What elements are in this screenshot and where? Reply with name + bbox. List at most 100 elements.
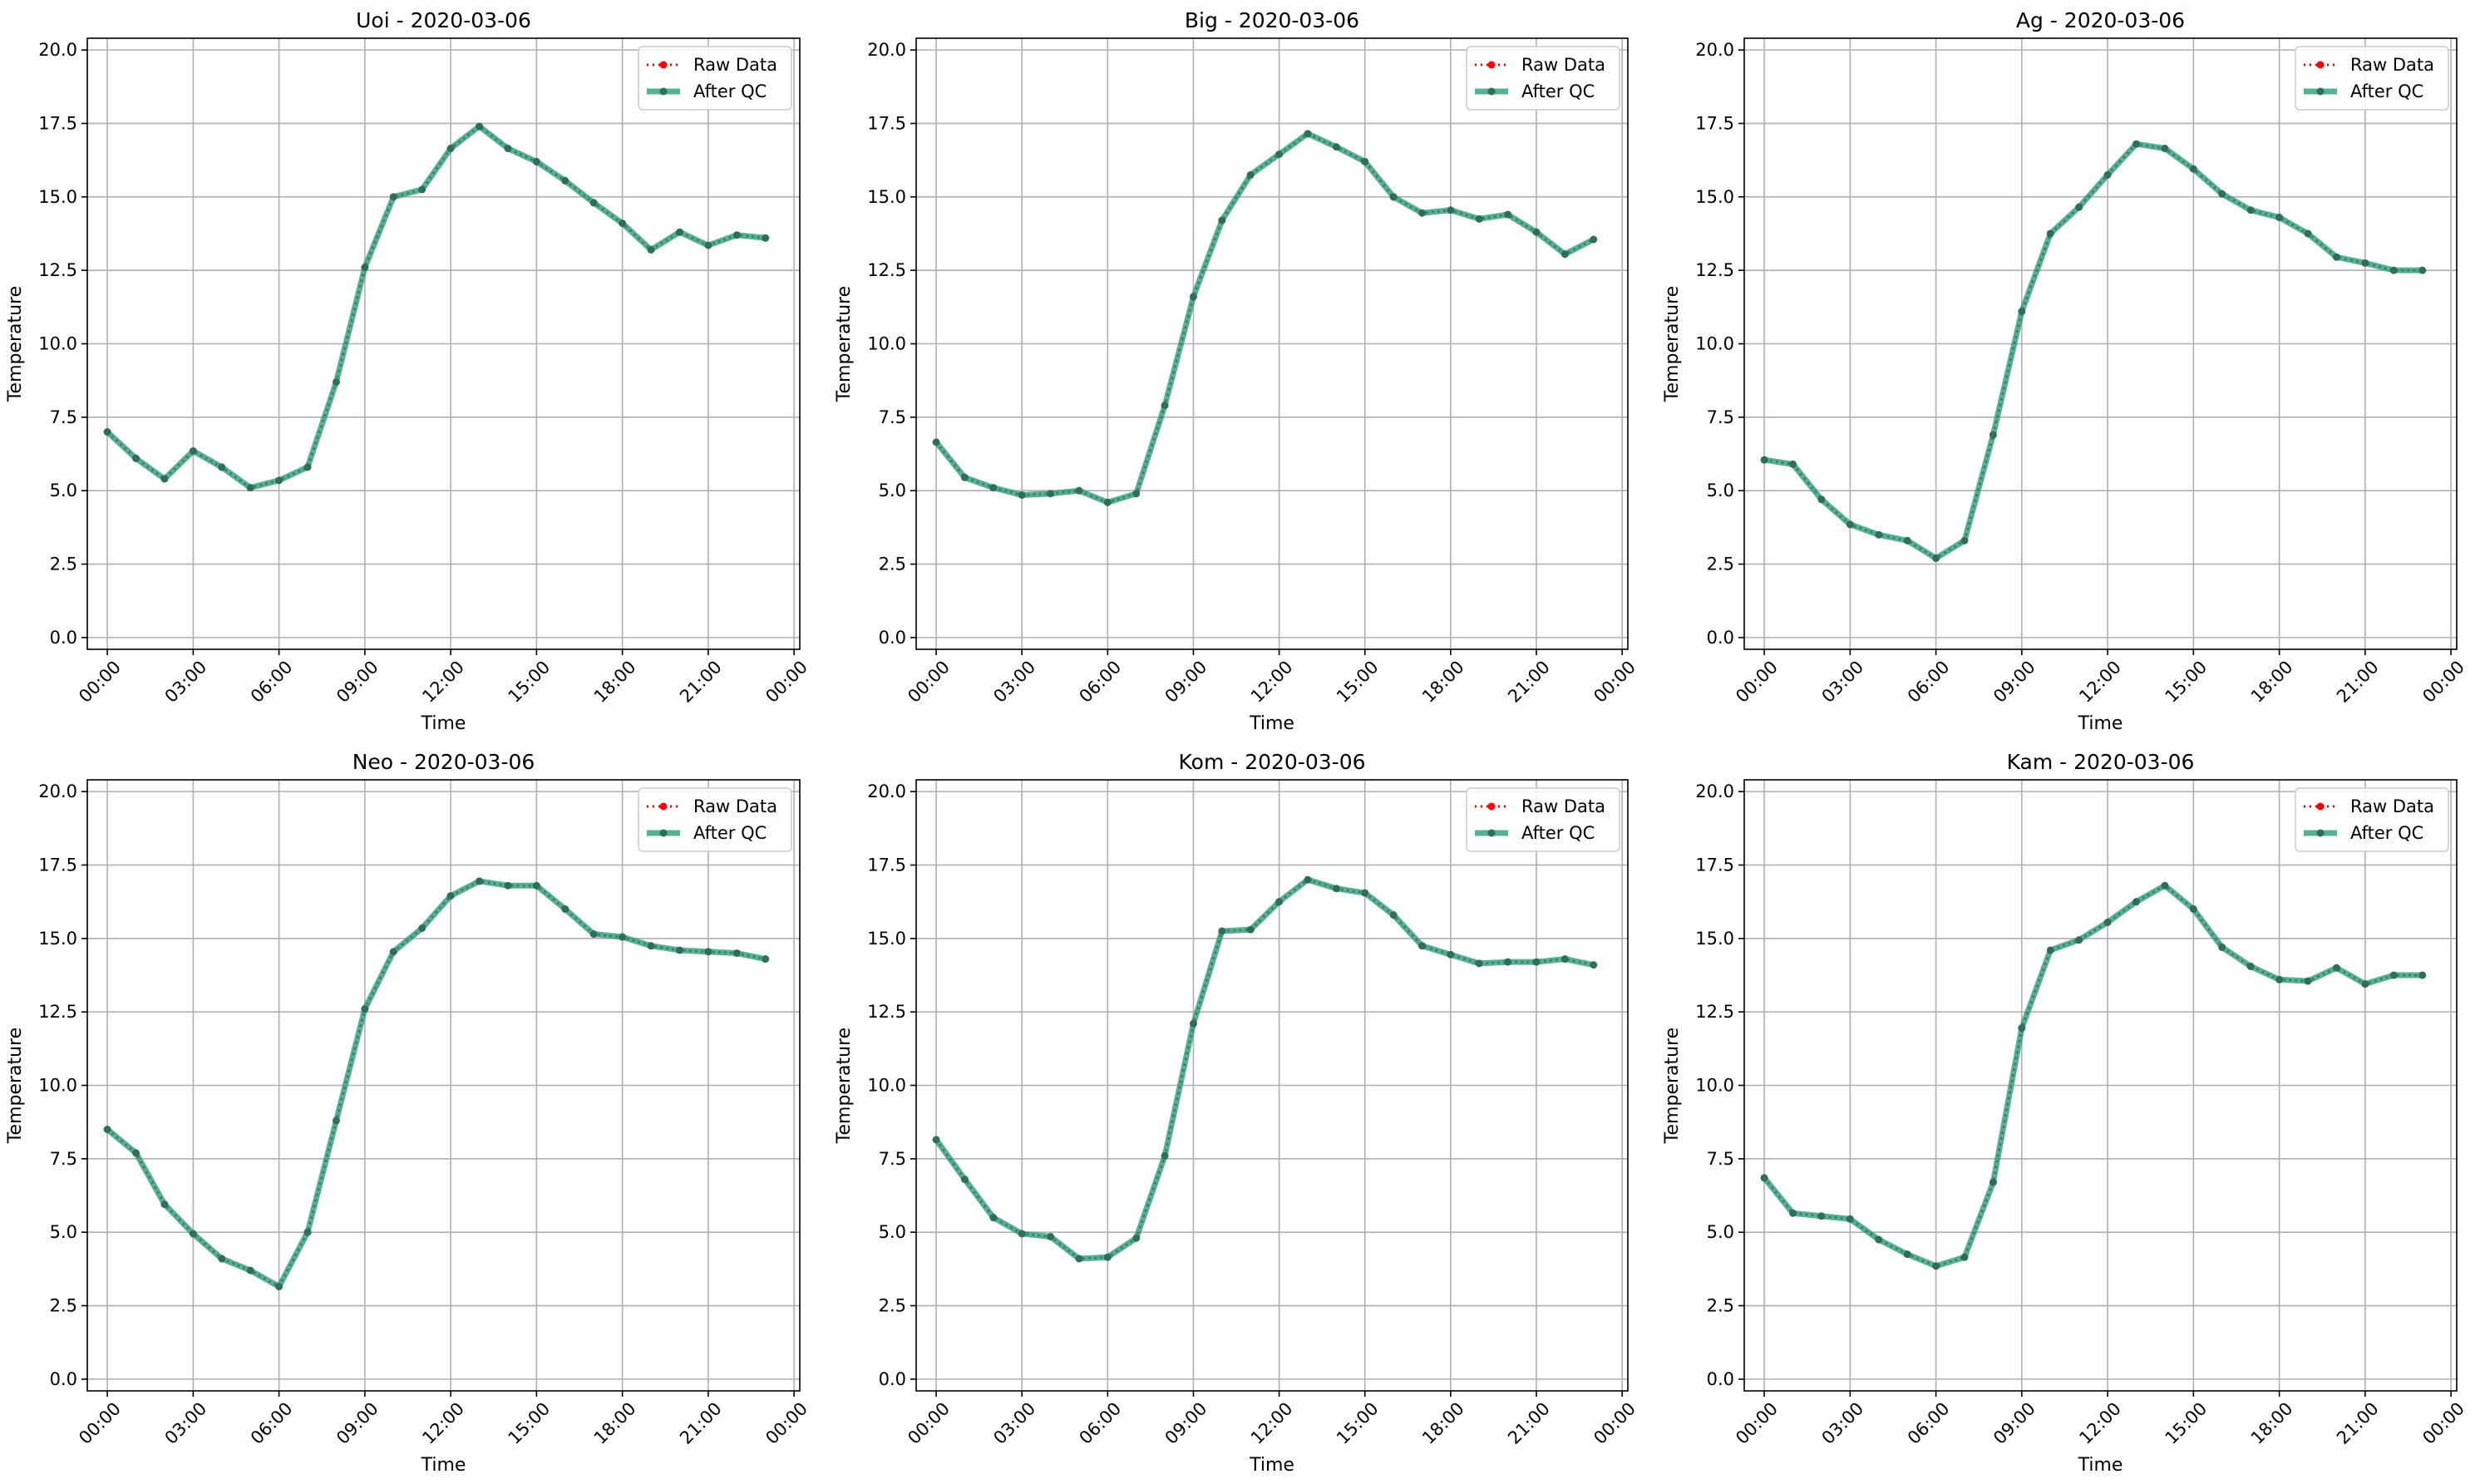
axes-frame <box>915 779 1629 1392</box>
legend: Raw Data After QC <box>638 787 792 852</box>
after-qc-point <box>1189 293 1197 301</box>
y-tick-label: 10.0 <box>1695 1076 1734 1096</box>
legend: Raw Data After QC <box>2295 46 2449 111</box>
legend-raw-label: Raw Data <box>2350 55 2434 75</box>
y-tick-label: 12.5 <box>867 260 906 280</box>
legend-qc-marker <box>2316 829 2325 837</box>
after-qc-point <box>504 881 512 890</box>
y-tick-label: 10.0 <box>38 1076 77 1096</box>
x-tick-label: 18:00 <box>1418 1398 1468 1448</box>
x-tick-label: 03:00 <box>161 1398 211 1448</box>
after-qc-point <box>2246 206 2255 214</box>
after-qc-point <box>1560 955 1569 964</box>
x-tick-label: 00:00 <box>1732 1398 1782 1448</box>
after-qc-point <box>2246 962 2255 970</box>
y-tick-label: 10.0 <box>1695 334 1734 354</box>
legend: Raw Data After QC <box>2295 787 2449 852</box>
y-tick-label: 15.0 <box>867 929 906 949</box>
legend-qc-marker <box>659 87 668 96</box>
y-tick-label: 5.0 <box>1707 481 1734 500</box>
x-tick-label: 21:00 <box>2333 1398 2383 1448</box>
axes-frame <box>915 37 1629 650</box>
x-tick-label: 06:00 <box>247 1398 297 1448</box>
x-tick-label: 00:00 <box>75 1398 125 1448</box>
after-qc-point <box>476 877 484 885</box>
y-tick-label: 20.0 <box>1695 781 1734 801</box>
x-tick-label: 00:00 <box>762 657 811 707</box>
legend-raw-label: Raw Data <box>693 796 777 816</box>
after-qc-overlay <box>1763 143 2423 560</box>
y-tick-label: 5.0 <box>1707 1222 1734 1242</box>
legend-raw-marker <box>2316 61 2325 69</box>
x-tick-label: 00:00 <box>1732 657 1782 707</box>
x-tick-label: 18:00 <box>590 1398 640 1448</box>
x-tick-label: 03:00 <box>1818 657 1868 707</box>
y-tick-label: 17.5 <box>38 855 77 875</box>
subplot: 00:00 03:00 06:00 09:00 12:00 15:00 18:00 21:00… <box>1662 8 2468 734</box>
x-tick-label: 15:00 <box>1333 1398 1383 1448</box>
chart-title: Uoi - 2020-03-06 <box>356 8 531 32</box>
y-tick-label: 7.5 <box>50 407 77 427</box>
legend-raw-marker <box>659 61 668 69</box>
after-qc-point <box>2418 266 2427 274</box>
legend-raw-label: Raw Data <box>693 55 777 75</box>
y-tick-label: 20.0 <box>867 40 906 60</box>
legend-qc-label: After QC <box>693 823 767 843</box>
y-tick-label: 12.5 <box>1695 1002 1734 1022</box>
y-tick-label: 2.5 <box>50 555 77 574</box>
subplot: 00:00 03:00 06:00 09:00 12:00 15:00 18:00 21:00… <box>1662 750 2468 1476</box>
after-qc-point <box>189 446 197 455</box>
after-qc-point <box>1304 130 1312 138</box>
x-tick-label: 21:00 <box>676 657 726 707</box>
x-axis-label: Time <box>2078 1455 2123 1476</box>
after-qc-point <box>1903 536 1911 545</box>
y-tick-label: 5.0 <box>50 481 77 500</box>
y-tick-label: 17.5 <box>867 113 906 133</box>
x-tick-label: 12:00 <box>418 657 468 707</box>
y-tick-label: 10.0 <box>38 334 77 354</box>
x-axis-label: Time <box>421 713 466 734</box>
subplot: 00:00 03:00 06:00 09:00 12:00 15:00 18:00 21:00… <box>834 750 1639 1476</box>
y-tick-label: 0.0 <box>879 1369 906 1389</box>
x-tick-label: 12:00 <box>418 1398 468 1448</box>
raw-data-line <box>106 880 767 1289</box>
x-tick-label: 18:00 <box>2247 1398 2297 1448</box>
x-tick-label: 03:00 <box>989 1398 1039 1448</box>
y-tick-label: 15.0 <box>1695 187 1734 207</box>
y-tick-label: 5.0 <box>879 481 906 500</box>
chart-title: Kam - 2020-03-06 <box>2007 750 2195 774</box>
y-tick-label: 20.0 <box>38 40 77 60</box>
axes-frame <box>1743 779 2458 1392</box>
x-tick-label: 15:00 <box>2162 1398 2211 1448</box>
raw-data-line <box>934 878 1595 1260</box>
axes-frame <box>86 37 801 650</box>
y-axis-label: Temperature <box>5 286 26 402</box>
x-tick-label: 09:00 <box>1161 1398 1211 1448</box>
chart-title: Big - 2020-03-06 <box>1185 8 1359 32</box>
y-axis-label: Temperature <box>834 1028 855 1144</box>
x-tick-label: 12:00 <box>2075 657 2125 707</box>
legend-qc-label: After QC <box>2350 823 2423 843</box>
y-tick-label: 7.5 <box>1707 1149 1734 1169</box>
after-qc-point <box>1361 157 1369 165</box>
y-axis-label: Temperature <box>834 286 855 402</box>
x-tick-label: 09:00 <box>333 1398 382 1448</box>
x-tick-label: 21:00 <box>2333 657 2383 707</box>
after-qc-point <box>989 1214 998 1222</box>
legend-raw-marker <box>1487 802 1496 811</box>
x-axis-label: Time <box>2078 713 2123 734</box>
legend-qc-marker <box>659 829 668 837</box>
axes-frame <box>86 779 801 1392</box>
legend-qc-marker <box>1487 829 1496 837</box>
x-tick-label: 00:00 <box>904 657 954 707</box>
legend-raw-marker <box>2316 802 2325 811</box>
legend-qc-marker <box>1487 87 1496 96</box>
raw-data-line <box>1763 884 2423 1268</box>
y-tick-label: 7.5 <box>50 1149 77 1169</box>
after-qc-line <box>105 878 767 1290</box>
after-qc-point <box>303 1228 312 1236</box>
x-axis-label: Time <box>421 1455 466 1476</box>
x-tick-label: 03:00 <box>1818 1398 1868 1448</box>
x-tick-label: 12:00 <box>2075 1398 2125 1448</box>
